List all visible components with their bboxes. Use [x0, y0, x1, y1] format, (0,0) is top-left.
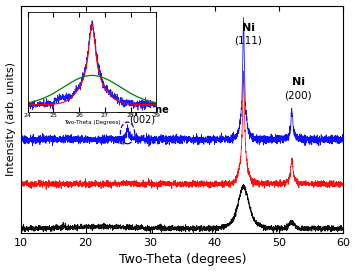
X-axis label: Two-Theta (degrees): Two-Theta (degrees) [119, 254, 246, 267]
Text: (002): (002) [129, 114, 155, 124]
Text: Ni: Ni [292, 77, 305, 87]
Text: Ni: Ni [241, 23, 255, 33]
Text: Graphene: Graphene [115, 104, 169, 115]
Text: (111): (111) [234, 36, 262, 46]
Y-axis label: Intensity (arb. units): Intensity (arb. units) [6, 62, 16, 176]
Text: (200): (200) [284, 90, 312, 100]
